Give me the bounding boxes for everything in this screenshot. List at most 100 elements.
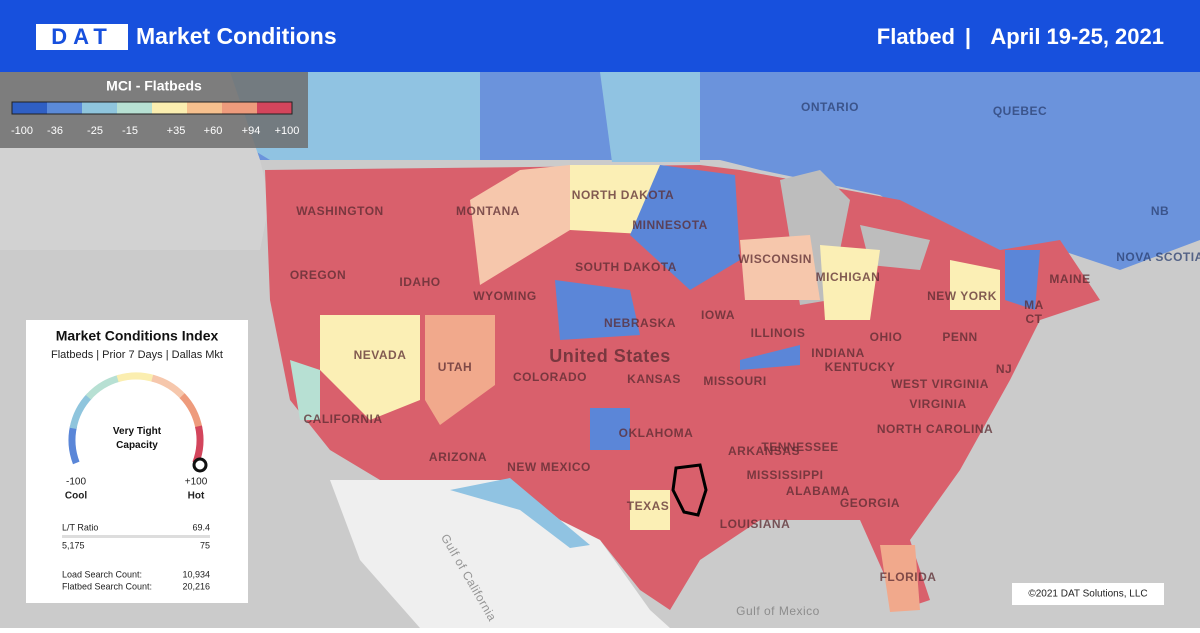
region <box>1005 250 1040 310</box>
legend-label: +35 <box>167 125 186 137</box>
legend-title: MCI - Flatbeds <box>106 78 202 94</box>
region <box>740 345 800 370</box>
gauge-segment <box>116 372 156 383</box>
map-label: NEW YORK <box>927 289 997 303</box>
max: +100 <box>185 477 208 488</box>
legend-label: -15 <box>122 125 138 137</box>
map-label: NEW MEXICO <box>507 460 591 474</box>
map-label: MISSISSIPPI <box>747 468 824 482</box>
dallas-market <box>671 463 708 517</box>
map-label: OREGON <box>290 268 346 282</box>
legend-label: -36 <box>47 125 63 137</box>
map-label: MA <box>1024 298 1044 312</box>
separator: | <box>965 24 971 49</box>
map-label: LOUISIANA <box>720 517 791 531</box>
header-title: Market Conditions <box>136 23 337 49</box>
card-title: Market Conditions Index <box>56 328 219 344</box>
load-search: 10,934 <box>182 569 210 579</box>
map-label: PENN <box>942 330 977 344</box>
map-label: ALABAMA <box>786 484 850 498</box>
map-label: NOVA SCOTIA <box>1116 250 1200 264</box>
usa <box>265 165 1100 610</box>
map-label: OHIO <box>870 330 903 344</box>
legend-swatch <box>222 102 257 114</box>
region <box>470 165 570 285</box>
map-label: UTAH <box>438 360 472 374</box>
map-label: United States <box>549 346 671 366</box>
map-label: KENTUCKY <box>825 360 896 374</box>
load-search-label: Load Search Count: <box>62 569 142 579</box>
region <box>630 165 740 290</box>
card-subtitle: Flatbeds | Prior 7 Days | Dallas Mkt <box>51 349 223 361</box>
map-label: NEVADA <box>354 348 407 362</box>
logo: DAT <box>51 24 113 49</box>
map-label: ILLINOIS <box>751 326 806 340</box>
region <box>450 478 590 548</box>
header-bar <box>0 0 1200 72</box>
map-label: Gulf of Mexico <box>736 604 820 618</box>
needle <box>192 457 208 473</box>
map-label: WEST VIRGINIA <box>891 377 989 391</box>
status-box: Very Tight Capacity <box>112 426 162 451</box>
mode: Flatbed <box>877 24 955 49</box>
map-label: ONTARIO <box>801 100 859 114</box>
dates: April 19-25, 2021 <box>990 24 1164 49</box>
legend-swatch <box>47 102 82 114</box>
region <box>740 235 820 300</box>
map-label: MAINE <box>1049 272 1090 286</box>
region <box>820 245 880 320</box>
region <box>425 315 495 425</box>
legend-label: -100 <box>11 125 33 137</box>
region <box>555 280 640 340</box>
flatbed-search: 20,216 <box>182 581 210 591</box>
region <box>630 490 670 530</box>
map-label: VIRGINIA <box>909 397 966 411</box>
map-label: CALIFORNIA <box>304 412 383 426</box>
gauge-segment <box>192 425 204 465</box>
legend-label: +100 <box>275 125 300 137</box>
flatbed-search-label: Flatbed Search Count: <box>62 581 152 591</box>
legend-swatch <box>117 102 152 114</box>
legend-label: +60 <box>204 125 223 137</box>
min-label: Cool <box>65 491 87 502</box>
legend-swatch <box>12 102 47 114</box>
max-label: Hot <box>188 491 205 502</box>
map-label: NEBRASKA <box>604 316 676 330</box>
map-label: WASHINGTON <box>296 204 383 218</box>
map-label: NB <box>1151 204 1169 218</box>
map-label: COLORADO <box>513 370 587 384</box>
status: Very Tight Capacity <box>112 426 162 451</box>
map-label: MICHIGAN <box>816 270 881 284</box>
legend-swatch <box>152 102 187 114</box>
map-label: MINNESOTA <box>632 218 708 232</box>
map-label: IOWA <box>701 308 735 322</box>
map-label: NORTH CAROLINA <box>877 422 993 436</box>
region <box>950 260 1000 310</box>
map-label: WYOMING <box>473 289 537 303</box>
region <box>880 545 920 612</box>
legend-swatch <box>257 102 292 114</box>
copyright: ©2021 DAT Solutions, LLC <box>1028 589 1147 600</box>
region <box>320 315 420 420</box>
region <box>290 360 320 420</box>
map-label: FLORIDA <box>880 570 937 584</box>
map-label: QUEBEC <box>993 104 1047 118</box>
map-label: NORTH DAKOTA <box>572 188 674 202</box>
region <box>600 72 700 162</box>
min: -100 <box>66 477 86 488</box>
map-label: MONTANA <box>456 204 520 218</box>
card <box>26 320 248 603</box>
legend-label: +94 <box>242 125 261 137</box>
map-label: ARKANSAS <box>728 444 800 458</box>
legend-swatch <box>82 102 117 114</box>
gauge-segment <box>68 425 80 465</box>
map-label: ARIZONA <box>429 450 487 464</box>
map-label: CT <box>1026 312 1043 326</box>
map-label: NJ <box>996 362 1012 376</box>
map-label: SOUTH DAKOTA <box>575 260 677 274</box>
legend-label: -25 <box>87 125 103 137</box>
copyright-box <box>1012 583 1164 605</box>
map-label: IDAHO <box>399 275 440 289</box>
legend-frame <box>11 101 293 115</box>
